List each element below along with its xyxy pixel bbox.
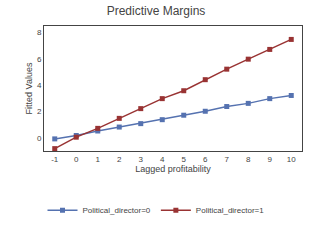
- svg-text:8: 8: [37, 28, 42, 37]
- svg-text:5: 5: [182, 155, 187, 164]
- svg-text:Political_director=0: Political_director=0: [83, 206, 151, 215]
- svg-text:Fitted Values: Fitted Values: [24, 62, 34, 114]
- svg-text:3: 3: [139, 155, 144, 164]
- svg-text:1: 1: [96, 155, 101, 164]
- svg-text:2: 2: [117, 155, 122, 164]
- svg-text:2: 2: [37, 107, 42, 116]
- svg-text:0: 0: [74, 155, 79, 164]
- svg-text:9: 9: [268, 155, 273, 164]
- svg-text:Predictive Margins: Predictive Margins: [107, 4, 206, 18]
- svg-text:6: 6: [37, 55, 42, 64]
- svg-text:0: 0: [37, 134, 42, 143]
- svg-text:8: 8: [246, 155, 251, 164]
- svg-text:4: 4: [160, 155, 165, 164]
- svg-text:-1: -1: [51, 155, 59, 164]
- svg-text:Political_director=1: Political_director=1: [196, 206, 264, 215]
- svg-text:4: 4: [37, 81, 42, 90]
- svg-text:7: 7: [225, 155, 230, 164]
- svg-text:10: 10: [287, 155, 296, 164]
- svg-text:6: 6: [203, 155, 208, 164]
- svg-text:Lagged profitability: Lagged profitability: [135, 164, 211, 174]
